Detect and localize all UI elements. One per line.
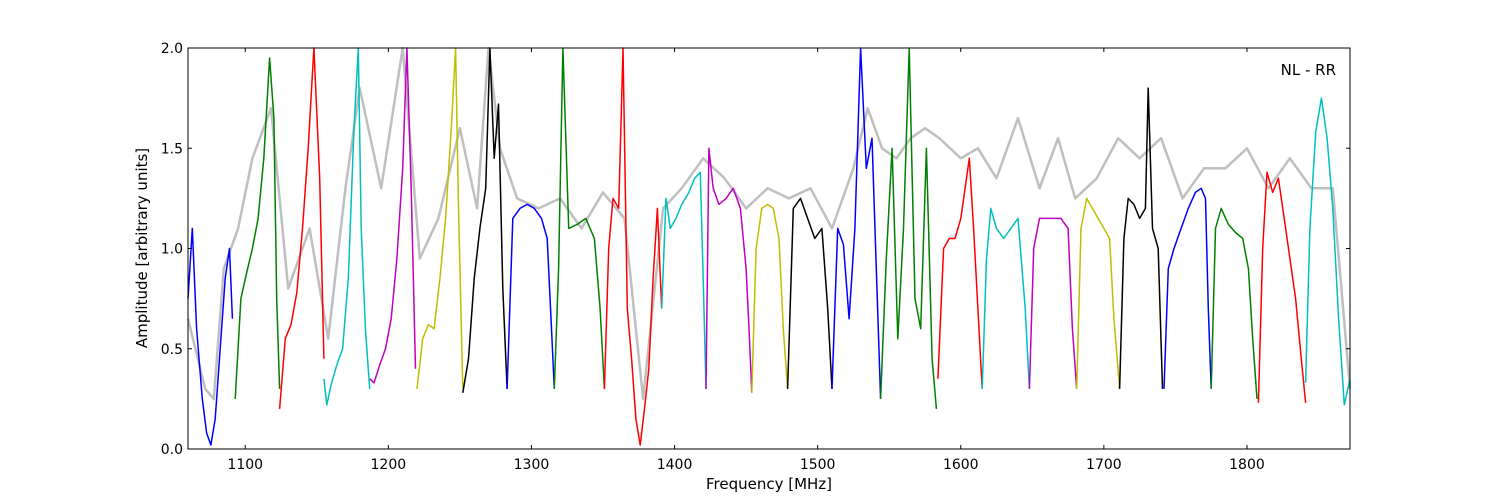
- series-line-15: [831, 47, 882, 399]
- series-line-11: [660, 171, 707, 389]
- x-tick-label-1800: 1800: [1229, 457, 1265, 473]
- series-line-8: [506, 203, 556, 389]
- tick-layer: 1100 1200 1300 1400 1500 1600 1700 1800 0.0 0.5 1.…: [161, 41, 1350, 473]
- series-line-25: [1304, 97, 1351, 406]
- series-line-18: [981, 207, 1031, 389]
- series-line-19: [1028, 217, 1078, 389]
- y-tick-label-1: 0.5: [161, 342, 183, 358]
- series-layer: [187, 47, 1351, 446]
- x-tick-label-1200: 1200: [371, 457, 407, 473]
- series-line-17: [937, 157, 983, 389]
- x-tick-label-1700: 1700: [1086, 457, 1122, 473]
- y-axis-label: Amplitude [arbitrary units]: [133, 148, 151, 348]
- series-line-2: [234, 57, 281, 399]
- x-tick-label-1600: 1600: [943, 457, 979, 473]
- series-line-21: [1118, 87, 1164, 389]
- series-line-20: [1075, 197, 1121, 389]
- series-line-13: [751, 203, 789, 393]
- y-tick-label-4: 2.0: [161, 41, 183, 57]
- series-line-24: [1257, 171, 1307, 403]
- y-tick-label-3: 1.5: [161, 141, 183, 157]
- x-tick-label-1300: 1300: [514, 457, 550, 473]
- series-line-3: [278, 47, 325, 409]
- y-tick-label-0: 0.0: [161, 442, 183, 458]
- annotation-label: NL - RR: [1281, 61, 1336, 79]
- x-tick-label-1400: 1400: [657, 457, 693, 473]
- series-line-6: [416, 47, 464, 389]
- x-tick-label-1100: 1100: [227, 457, 263, 473]
- series-line-7: [462, 47, 508, 394]
- background-trace-line: [186, 46, 1352, 401]
- series-line-1: [187, 227, 234, 446]
- series-line-4: [323, 47, 371, 406]
- background-trace-layer: [186, 46, 1352, 401]
- plot-background: [188, 48, 1350, 449]
- series-line-5: [369, 47, 417, 384]
- series-line-9: [553, 47, 606, 389]
- series-line-23: [1210, 207, 1258, 399]
- series-line-22: [1163, 187, 1212, 389]
- series-line-14: [786, 197, 833, 389]
- x-axis-label: Frequency [MHz]: [706, 475, 832, 493]
- x-tick-label-1500: 1500: [800, 457, 836, 473]
- series-line-10: [603, 47, 663, 446]
- series-line-12: [705, 147, 753, 393]
- y-tick-label-2: 1.0: [161, 242, 183, 258]
